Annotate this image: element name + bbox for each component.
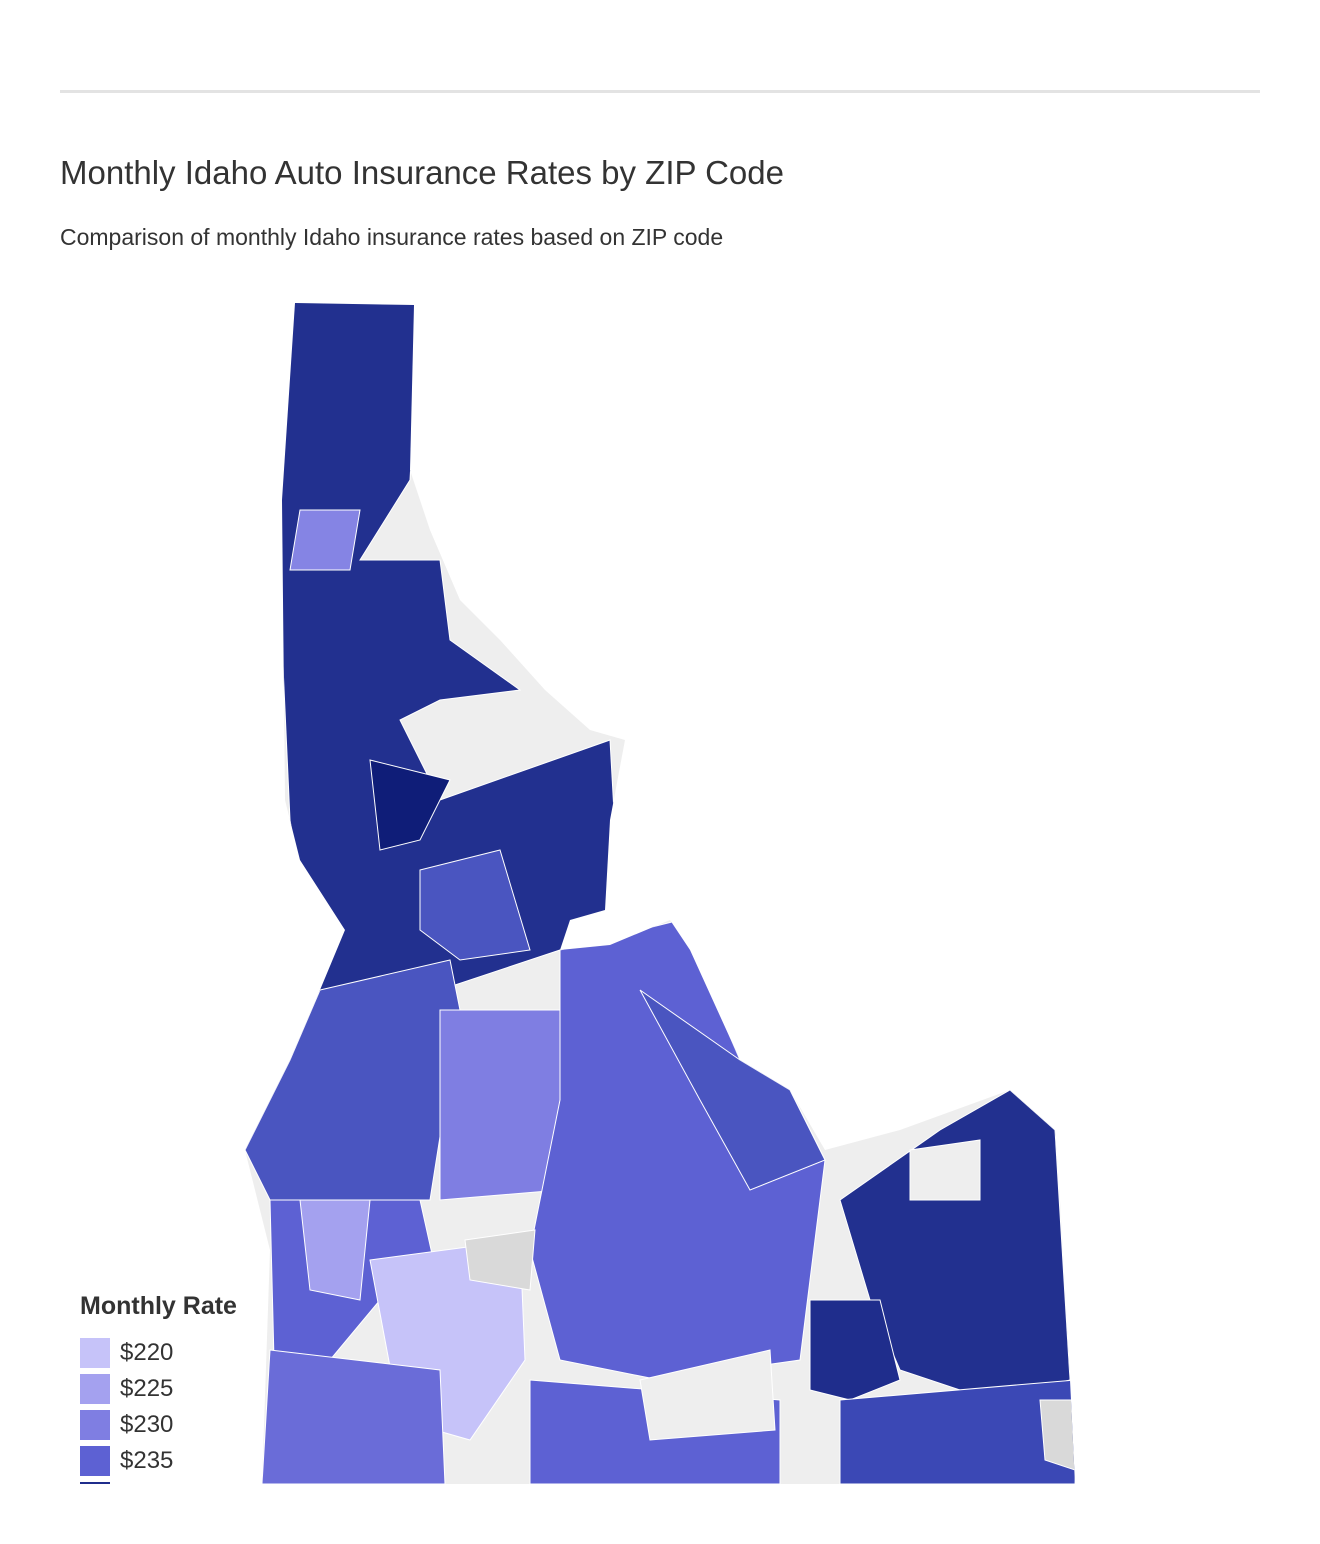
legend-swatch: [80, 1446, 110, 1476]
legend-label: $225: [120, 1375, 174, 1402]
legend-item: $220: [80, 1335, 300, 1371]
legend-item: $235: [80, 1443, 300, 1479]
legend-label: $235: [120, 1447, 174, 1474]
zip-areas: [245, 303, 1075, 1484]
legend-item: $225: [80, 1371, 300, 1407]
legend: Monthly Rate $220 $225 $230 $235: [80, 1292, 300, 1484]
legend-swatch: [80, 1374, 110, 1404]
legend-swatch: [80, 1482, 110, 1484]
legend-swatch: [80, 1338, 110, 1368]
legend-label: $220: [120, 1339, 174, 1366]
legend-swatch: [80, 1410, 110, 1440]
legend-item: $230: [80, 1407, 300, 1443]
legend-label: $230: [120, 1411, 174, 1438]
subtitle: Comparison of monthly Idaho insurance ra…: [60, 224, 724, 250]
idaho-map: [245, 303, 1075, 1484]
legend-item: [80, 1479, 300, 1484]
legend-title: Monthly Rate: [80, 1292, 237, 1320]
title: Monthly Idaho Auto Insurance Rates by ZI…: [60, 154, 784, 191]
top-rule: [60, 90, 1260, 93]
